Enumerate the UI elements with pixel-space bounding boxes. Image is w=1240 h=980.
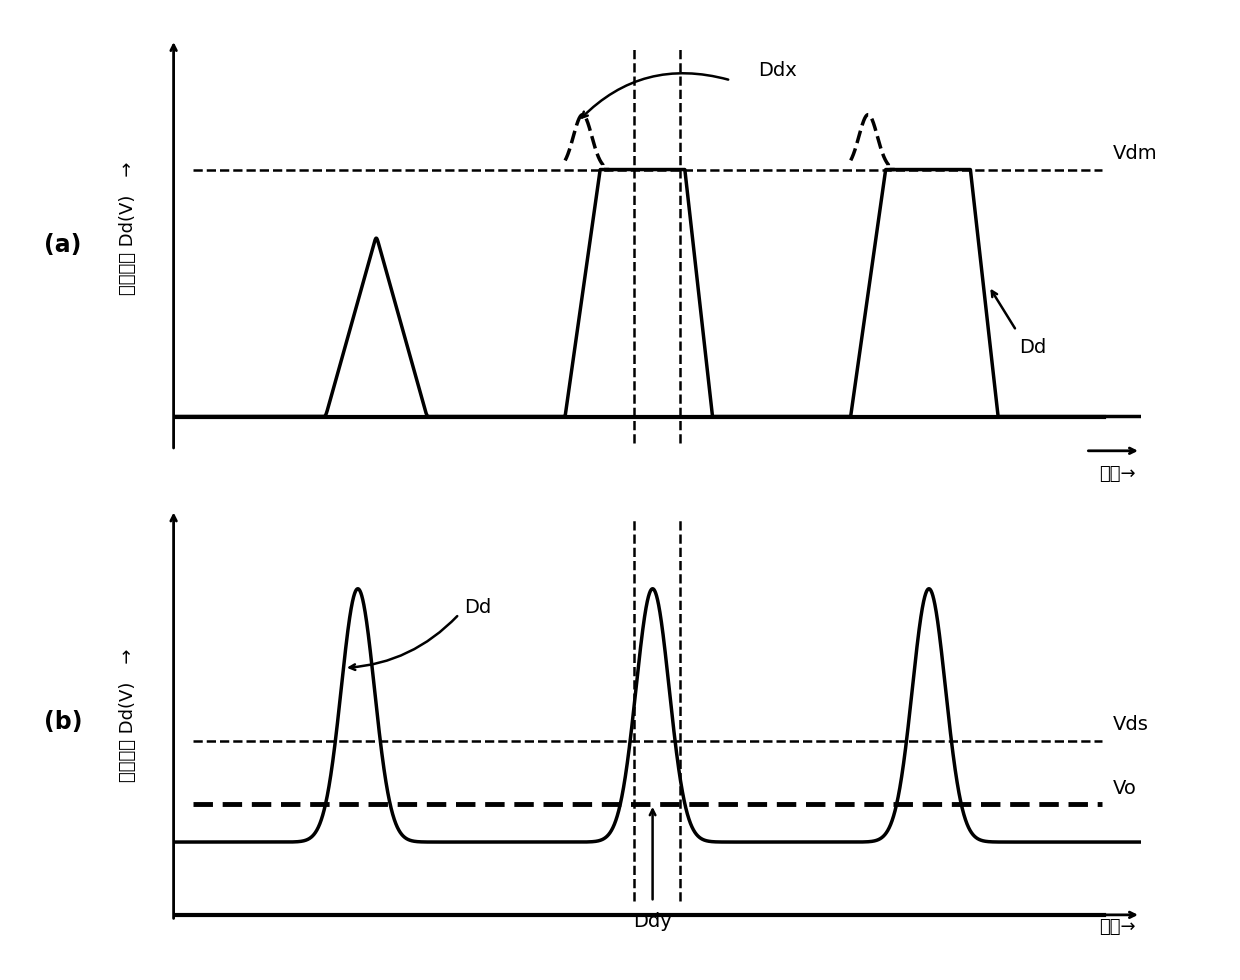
Text: 检测信号 Dd(V) →: 检测信号 Dd(V) → xyxy=(119,649,136,782)
Text: Vdm: Vdm xyxy=(1114,144,1158,163)
Text: (b): (b) xyxy=(43,710,82,734)
Text: Vds: Vds xyxy=(1114,715,1149,734)
Text: 时间→: 时间→ xyxy=(1100,918,1136,936)
Text: Ddx: Ddx xyxy=(759,61,797,79)
Text: Dd: Dd xyxy=(464,598,491,617)
Text: Dd: Dd xyxy=(1019,338,1047,357)
Text: 检测信号 Dd(V) →: 检测信号 Dd(V) → xyxy=(119,161,136,295)
Text: 时间→: 时间→ xyxy=(1100,465,1136,482)
Text: Vo: Vo xyxy=(1114,779,1137,798)
Text: (a): (a) xyxy=(45,233,82,257)
Text: Ddy: Ddy xyxy=(634,911,672,931)
